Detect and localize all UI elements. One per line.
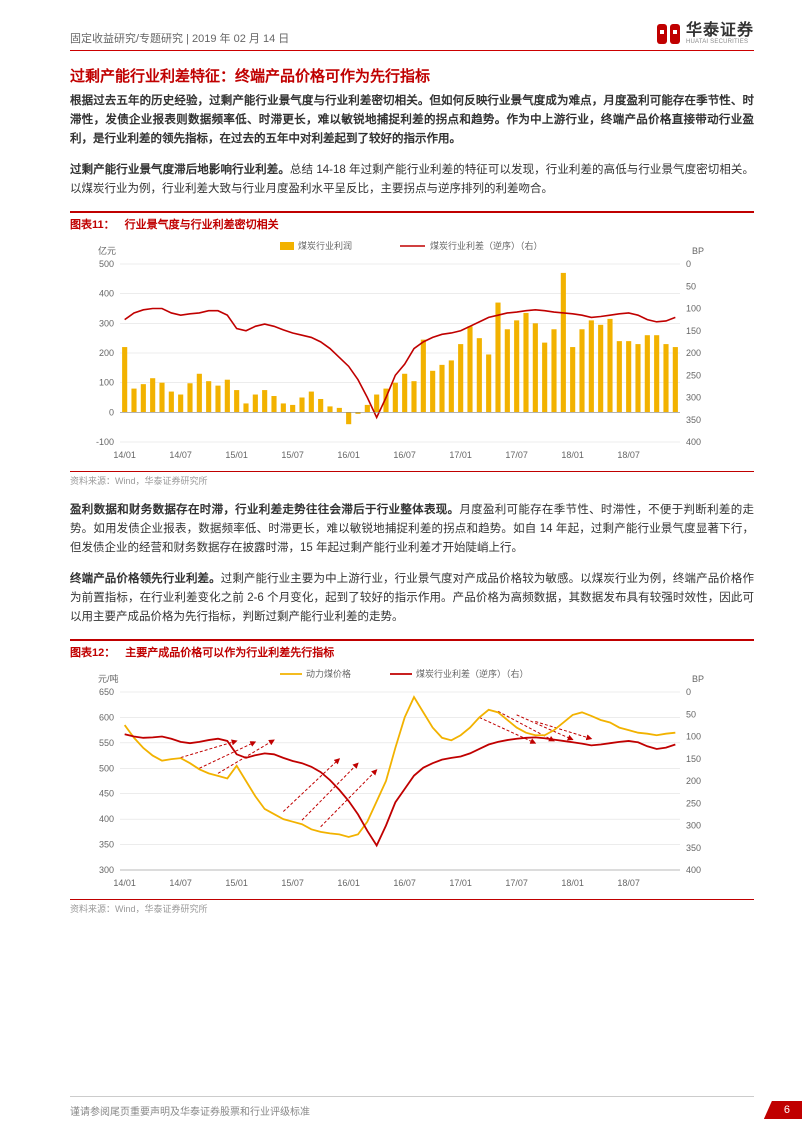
page-header: 固定收益研究/专题研究 | 2019 年 02 月 14 日 华泰证券 HUAT… xyxy=(70,22,754,51)
para1-text: 根据过去五年的历史经验，过剩产能行业景气度与行业利差密切相关。但如何反映行业景气… xyxy=(70,95,754,145)
svg-text:15/01: 15/01 xyxy=(225,450,248,460)
svg-text:BP: BP xyxy=(692,246,704,256)
svg-text:300: 300 xyxy=(99,318,114,328)
svg-text:亿元: 亿元 xyxy=(98,245,116,256)
svg-text:元/吨: 元/吨 xyxy=(98,673,119,684)
svg-text:-100: -100 xyxy=(96,437,114,447)
chart11-svg: -100 0 100 200 300 400 500 0 50 100 150 200 250 300 35… xyxy=(70,236,730,466)
logo-text-cn: 华泰证券 xyxy=(686,23,754,39)
svg-text:650: 650 xyxy=(99,687,114,697)
chart11-tag: 图表11： xyxy=(70,216,115,232)
footer-disclaimer: 谨请参阅尾页重要声明及华泰证券股票和行业评级标准 xyxy=(70,1103,310,1118)
svg-text:100: 100 xyxy=(99,378,114,388)
svg-text:300: 300 xyxy=(99,865,114,875)
chart12-box: 300 350 400 450 500 550 600 650 0 50 100 150 200 250 3… xyxy=(70,660,754,900)
svg-text:18/01: 18/01 xyxy=(561,450,584,460)
svg-text:16/01: 16/01 xyxy=(337,878,360,888)
chart11-source: 资料来源：Wind，华泰证券研究所 xyxy=(70,474,754,487)
svg-text:17/07: 17/07 xyxy=(505,878,528,888)
chart12-tag: 图表12： xyxy=(70,644,115,660)
svg-text:17/01: 17/01 xyxy=(449,878,472,888)
svg-text:0: 0 xyxy=(686,687,691,697)
chart12-title: 主要产成品价格可以作为行业利差先行指标 xyxy=(125,644,334,660)
chart11-box: -100 0 100 200 300 400 500 0 50 100 150 200 250 300 35… xyxy=(70,232,754,472)
paragraph-4: 终端产品价格领先行业利差。过剩产能行业主要为中上游行业，行业景气度对产成品价格较… xyxy=(70,570,754,627)
svg-text:100: 100 xyxy=(686,303,701,313)
svg-text:400: 400 xyxy=(686,865,701,875)
chart12-header: 图表12： 主要产成品价格可以作为行业利差先行指标 xyxy=(70,639,754,660)
page-number: 6 xyxy=(764,1101,802,1119)
chart12-source: 资料来源：Wind，华泰证券研究所 xyxy=(70,902,754,915)
svg-text:200: 200 xyxy=(686,348,701,358)
svg-text:15/01: 15/01 xyxy=(225,878,248,888)
svg-text:450: 450 xyxy=(99,788,114,798)
svg-text:200: 200 xyxy=(99,348,114,358)
section-title: 过剩产能行业利差特征：终端产品价格可作为先行指标 xyxy=(70,65,754,86)
svg-text:250: 250 xyxy=(686,798,701,808)
svg-text:14/07: 14/07 xyxy=(169,878,192,888)
svg-text:50: 50 xyxy=(686,281,696,291)
svg-text:15/07: 15/07 xyxy=(281,450,304,460)
chart11-title: 行业景气度与行业利差密切相关 xyxy=(125,216,279,232)
paragraph-2: 过剩产能行业景气度滞后地影响行业利差。总结 14-18 年过剩产能行业利差的特征… xyxy=(70,161,754,199)
svg-text:350: 350 xyxy=(99,839,114,849)
svg-text:18/07: 18/07 xyxy=(617,878,640,888)
svg-text:18/01: 18/01 xyxy=(561,878,584,888)
svg-text:15/07: 15/07 xyxy=(281,878,304,888)
breadcrumb: 固定收益研究/专题研究 | 2019 年 02 月 14 日 xyxy=(70,30,289,46)
svg-text:煤炭行业利差（逆序）（右）: 煤炭行业利差（逆序）（右） xyxy=(416,668,529,679)
svg-text:0: 0 xyxy=(686,259,691,269)
svg-text:500: 500 xyxy=(99,259,114,269)
paragraph-intro: 根据过去五年的历史经验，过剩产能行业景气度与行业利差密切相关。但如何反映行业景气… xyxy=(70,92,754,149)
svg-text:50: 50 xyxy=(686,709,696,719)
svg-text:350: 350 xyxy=(686,842,701,852)
svg-text:BP: BP xyxy=(692,674,704,684)
huatai-logo-icon xyxy=(656,22,682,46)
para3-lead: 盈利数据和财务数据存在时滞，行业利差走势往往会滞后于行业整体表现。 xyxy=(70,504,459,516)
svg-text:400: 400 xyxy=(686,437,701,447)
svg-text:16/01: 16/01 xyxy=(337,450,360,460)
chart11-header: 图表11： 行业景气度与行业利差密切相关 xyxy=(70,211,754,232)
paragraph-3: 盈利数据和财务数据存在时滞，行业利差走势往往会滞后于行业整体表现。月度盈利可能存… xyxy=(70,501,754,558)
svg-text:煤炭行业利差（逆序）（右）: 煤炭行业利差（逆序）（右） xyxy=(430,240,543,251)
svg-text:500: 500 xyxy=(99,763,114,773)
logo-text-en: HUATAI SECURITIES xyxy=(686,39,754,45)
svg-text:16/07: 16/07 xyxy=(393,450,416,460)
svg-text:动力煤价格: 动力煤价格 xyxy=(306,668,351,679)
footer: 谨请参阅尾页重要声明及华泰证券股票和行业评级标准 6 xyxy=(70,1096,754,1119)
para2-lead: 过剩产能行业景气度滞后地影响行业利差。 xyxy=(70,164,290,176)
svg-text:17/01: 17/01 xyxy=(449,450,472,460)
svg-text:400: 400 xyxy=(99,289,114,299)
svg-text:350: 350 xyxy=(686,415,701,425)
svg-text:300: 300 xyxy=(686,392,701,402)
svg-text:600: 600 xyxy=(99,712,114,722)
svg-text:150: 150 xyxy=(686,326,701,336)
svg-text:17/07: 17/07 xyxy=(505,450,528,460)
svg-text:煤炭行业利润: 煤炭行业利润 xyxy=(298,240,352,251)
svg-text:18/07: 18/07 xyxy=(617,450,640,460)
svg-text:250: 250 xyxy=(686,370,701,380)
svg-text:100: 100 xyxy=(686,731,701,741)
svg-text:14/01: 14/01 xyxy=(113,450,136,460)
svg-text:0: 0 xyxy=(109,407,114,417)
svg-text:200: 200 xyxy=(686,776,701,786)
para4-lead: 终端产品价格领先行业利差。 xyxy=(70,573,221,585)
logo: 华泰证券 HUATAI SECURITIES xyxy=(656,22,754,46)
svg-text:14/07: 14/07 xyxy=(169,450,192,460)
svg-text:16/07: 16/07 xyxy=(393,878,416,888)
svg-text:14/01: 14/01 xyxy=(113,878,136,888)
chart12-svg: 300 350 400 450 500 550 600 650 0 50 100 150 200 250 3… xyxy=(70,664,730,894)
svg-text:300: 300 xyxy=(686,820,701,830)
svg-text:150: 150 xyxy=(686,753,701,763)
svg-text:550: 550 xyxy=(99,738,114,748)
svg-text:400: 400 xyxy=(99,814,114,824)
